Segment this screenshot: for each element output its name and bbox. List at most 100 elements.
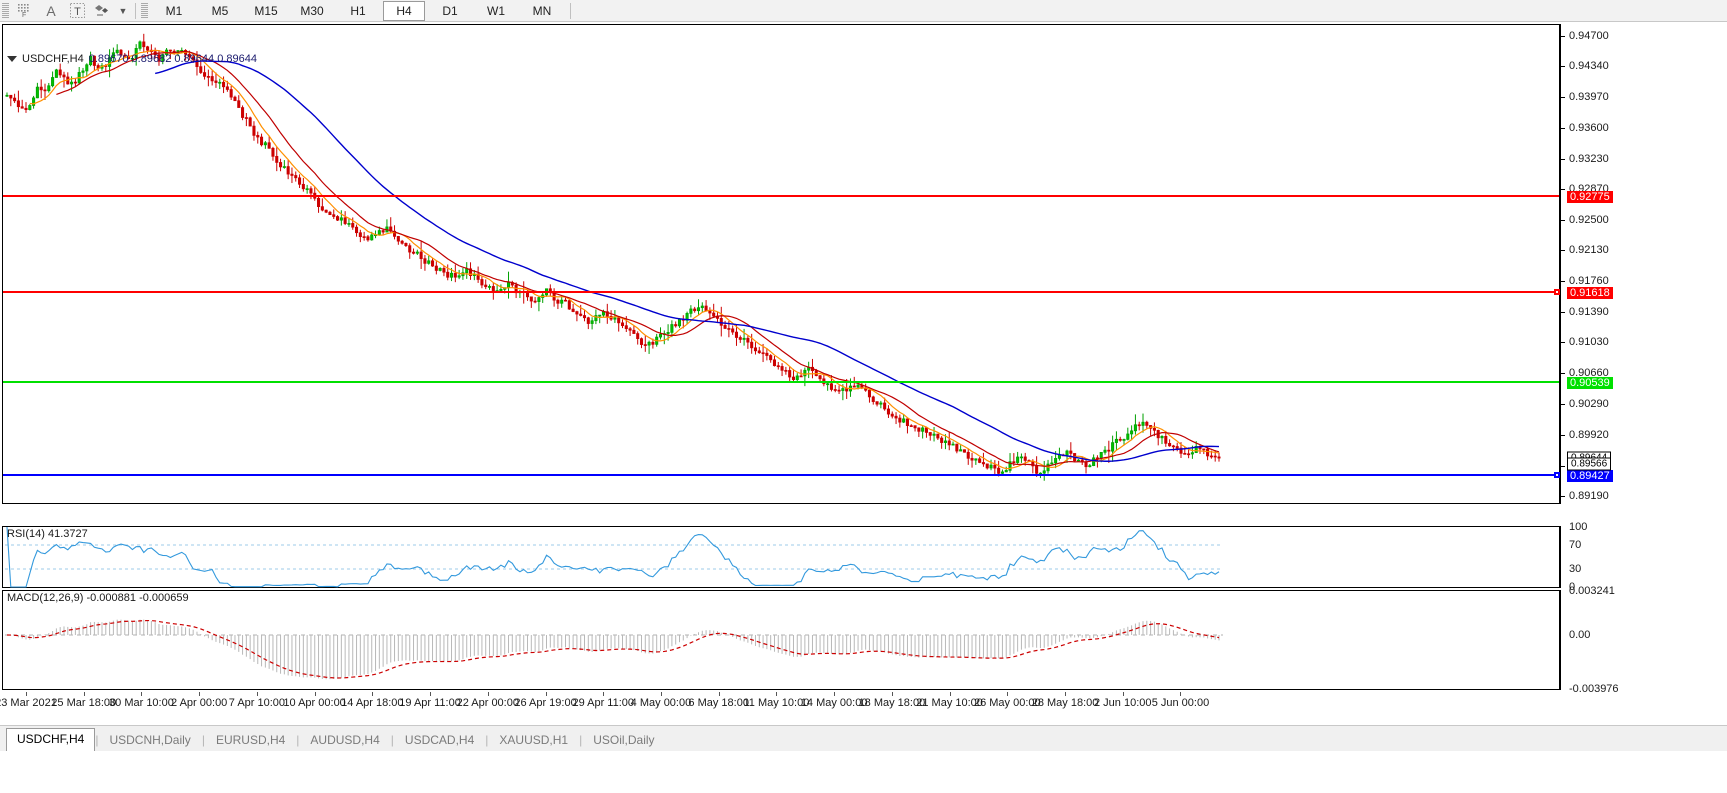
time-tick: [891, 692, 893, 696]
price-tick: [1560, 403, 1565, 405]
price-scale[interactable]: 0.94700 0.94340 0.93970 0.93600 0.93230 0.928…: [1560, 24, 1725, 504]
macd-pane[interactable]: MACD(12,26,9) -0.000881 -0.000659: [2, 590, 1560, 690]
timeframe-h1[interactable]: H1: [350, 3, 366, 18]
rsi-plot: [5, 526, 1223, 588]
price-tick-label: 0.91030: [1569, 336, 1609, 349]
time-tick: [199, 692, 201, 696]
toolbar-divider-1: [135, 2, 136, 19]
price-tick-label: 0.90660: [1569, 367, 1609, 380]
price-tick-label: 0.91760: [1569, 275, 1609, 288]
chart-tab-usdchf-h4[interactable]: USDCHF,H4: [6, 728, 96, 751]
rsi-tick-label: 0: [1569, 581, 1576, 593]
chevron-down-icon[interactable]: ▼: [118, 5, 128, 16]
toolbar: F A T ▼ M1 M5 M15 M30 H1 H4 D1 W1 MN: [0, 0, 1727, 22]
rsi-axis-line: [1560, 526, 1561, 588]
rsi-tick-label: 100: [1569, 521, 1588, 533]
timeframe-mn[interactable]: MN: [532, 3, 552, 18]
crosshair-grid-icon[interactable]: F: [12, 1, 38, 21]
tab-separator: |: [579, 733, 583, 747]
time-tick-label: 11 May 10:00: [743, 697, 810, 709]
price-tick: [1560, 373, 1565, 375]
toolbar-grip-2[interactable]: [141, 2, 148, 19]
price-pane[interactable]: USDCHF,H4 0.89670 0.89682 0.89644 0.8964…: [2, 24, 1560, 504]
timeframe-w1[interactable]: W1: [487, 3, 505, 18]
level-price-label-support-green[interactable]: 0.90539: [1567, 377, 1613, 390]
rsi-pane[interactable]: RSI(14) 41.3727: [2, 526, 1560, 588]
rsi-scale: 100 70 30 0: [1560, 521, 1725, 593]
timeframe-d1[interactable]: D1: [442, 3, 458, 18]
chart-ohlc-values: 0.89670 0.89682 0.89644 0.89644: [88, 53, 257, 65]
text-object-icon[interactable]: T: [64, 1, 90, 21]
chart-tab-usdcad-h4[interactable]: USDCAD,H4: [404, 733, 475, 747]
time-tick: [834, 692, 836, 696]
price-tick: [1560, 66, 1565, 68]
price-tick: [1560, 158, 1565, 160]
price-tick: [1560, 219, 1565, 221]
text-label-icon[interactable]: A: [46, 2, 56, 19]
macd-title: MACD(12,26,9) -0.000881 -0.000659: [7, 592, 189, 604]
toolbar-grip-1[interactable]: [2, 2, 9, 19]
level-line-resistance-1[interactable]: [3, 194, 1559, 197]
level-line-resistance-2[interactable]: [3, 289, 1560, 296]
level-anchor-handle[interactable]: [1554, 289, 1560, 296]
price-tick: [1560, 281, 1565, 283]
price-tick: [1560, 96, 1565, 98]
price-tick: [1560, 188, 1565, 190]
price-tick-label: 0.89190: [1569, 489, 1609, 502]
level-line-support-green[interactable]: [3, 381, 1559, 384]
time-tick: [26, 692, 27, 696]
chart-tab-audusd-h4[interactable]: AUDUSD,H4: [310, 733, 380, 747]
level-price-label-resistance-1[interactable]: 0.92775: [1567, 190, 1613, 203]
time-tick-label: 7 Apr 10:00: [228, 697, 286, 709]
timeframe-m1[interactable]: M1: [165, 3, 183, 18]
macd-tick-label: 0.003241: [1569, 585, 1615, 597]
level-line-support-blue[interactable]: [3, 471, 1560, 478]
objects-icon[interactable]: [90, 1, 116, 21]
tab-separator: |: [95, 733, 99, 747]
time-tick-label: 29 Apr 11:00: [572, 697, 635, 709]
time-tick: [314, 692, 316, 696]
timeframe-h4[interactable]: H4: [383, 0, 425, 21]
time-axis[interactable]: 23 Mar 2021 25 Mar 18:00 30 Mar 10:00 2 Apr…: [0, 692, 1560, 714]
chart-tab-usdcnh-daily[interactable]: USDCNH,Daily: [109, 733, 191, 747]
time-tick: [1007, 692, 1009, 696]
time-tick-label: 19 Apr 11:00: [399, 697, 461, 709]
time-tick: [256, 692, 258, 696]
time-tick-label: 26 May 00:00: [973, 697, 1041, 709]
level-anchor-handle[interactable]: [1554, 471, 1560, 478]
time-tick-label: 22 Apr 00:00: [456, 697, 519, 709]
time-tick: [718, 692, 720, 696]
collapse-triangle-icon[interactable]: [7, 56, 17, 62]
chart-tab-xauusd-h1[interactable]: XAUUSD,H1: [499, 733, 569, 747]
price-tick-label: 0.91390: [1569, 306, 1609, 319]
time-tick: [1122, 692, 1124, 696]
time-tick-label: 25 Mar 18:00: [51, 697, 117, 709]
price-tick-label: 0.92130: [1569, 244, 1609, 257]
time-tick: [660, 692, 662, 696]
time-tick: [1180, 692, 1182, 696]
macd-tick-label: -0.003976: [1569, 683, 1619, 695]
price-tick: [1560, 127, 1565, 129]
price-tick-label: 0.93970: [1569, 90, 1609, 103]
timeframe-m5[interactable]: M5: [211, 3, 229, 18]
time-tick: [487, 692, 489, 696]
chart-tab-eurusd-h4[interactable]: EURUSD,H4: [215, 733, 286, 747]
price-tick-label: 0.93230: [1569, 152, 1609, 165]
chart-tab-bar[interactable]: USDCHF,H4 | USDCNH,Daily | EURUSD,H4 | AUDUSD,…: [0, 725, 1727, 751]
time-tick: [141, 692, 143, 696]
timeframe-m15[interactable]: M15: [254, 3, 278, 18]
chart-tab-usoil-daily[interactable]: USOil,Daily: [593, 733, 655, 747]
time-tick-label: 6 May 18:00: [688, 697, 749, 709]
price-axis-line: [1560, 24, 1561, 504]
tab-separator: |: [485, 733, 489, 747]
timeframe-m30[interactable]: M30: [300, 3, 324, 18]
level-price-label-support-blue[interactable]: 0.89427: [1567, 469, 1613, 482]
bid-price-label: 0.89566: [1567, 457, 1612, 471]
chart-area[interactable]: USDCHF,H4 0.89670 0.89682 0.89644 0.8964…: [0, 22, 1727, 769]
level-price-label-resistance-2[interactable]: 0.91618: [1567, 287, 1613, 300]
time-tick-label: 2 Apr 00:00: [171, 697, 228, 709]
time-tick-label: 26 Apr 19:00: [514, 697, 577, 709]
rsi-tick-label: 70: [1569, 539, 1582, 551]
time-tick-label: 28 May 18:00: [1031, 697, 1099, 709]
svg-text:T: T: [74, 6, 81, 18]
